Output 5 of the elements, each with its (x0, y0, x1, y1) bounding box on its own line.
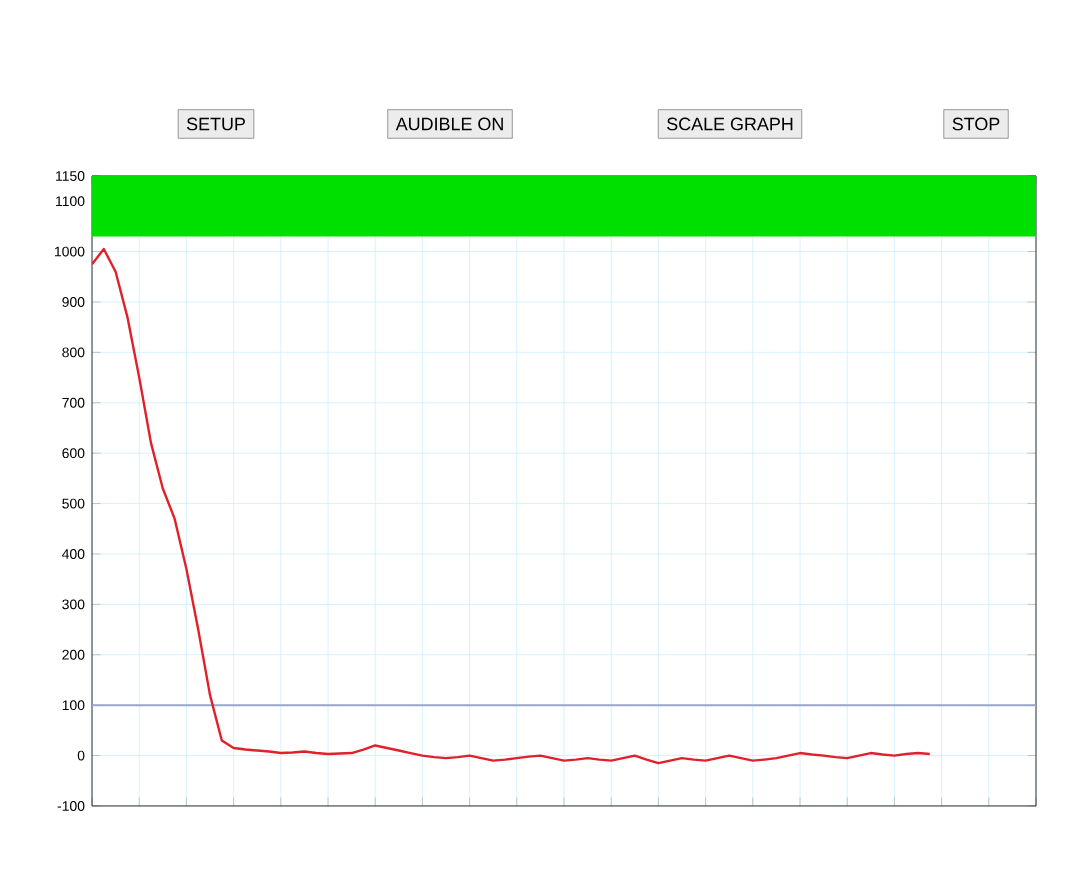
line-series (92, 247, 932, 765)
text: SCALE GRAPH (667, 117, 793, 131)
text: STOP (952, 117, 1000, 131)
text: SETUP (186, 117, 245, 131)
text: AUDIBLE ON (395, 117, 503, 131)
